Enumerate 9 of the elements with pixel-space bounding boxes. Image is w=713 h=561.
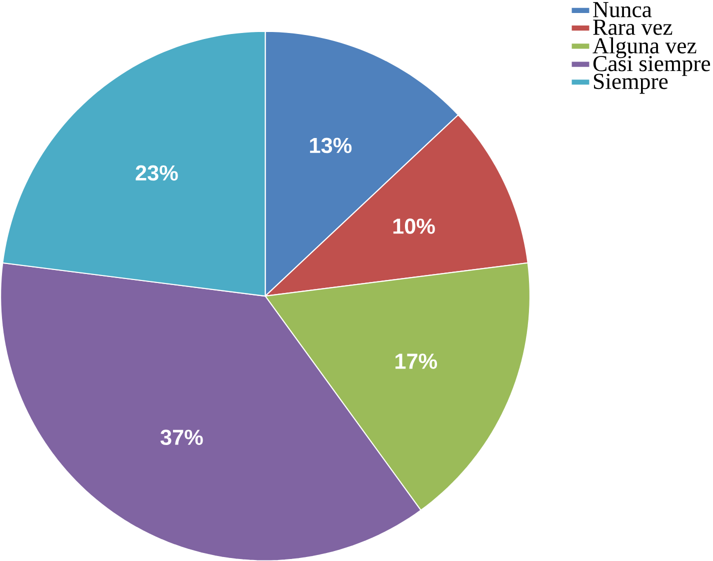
legend-label: Rara vez [593, 20, 672, 35]
legend-label: Siempre [594, 74, 668, 94]
data-label: 17% [396, 353, 438, 369]
legend-label: Nunca [593, 2, 652, 18]
legend-label: Alguna vez [592, 37, 696, 58]
data-label: 23% [136, 165, 178, 180]
data-label: 37% [160, 429, 203, 445]
data-label: 10% [393, 218, 435, 234]
data-label: 13% [310, 138, 352, 153]
